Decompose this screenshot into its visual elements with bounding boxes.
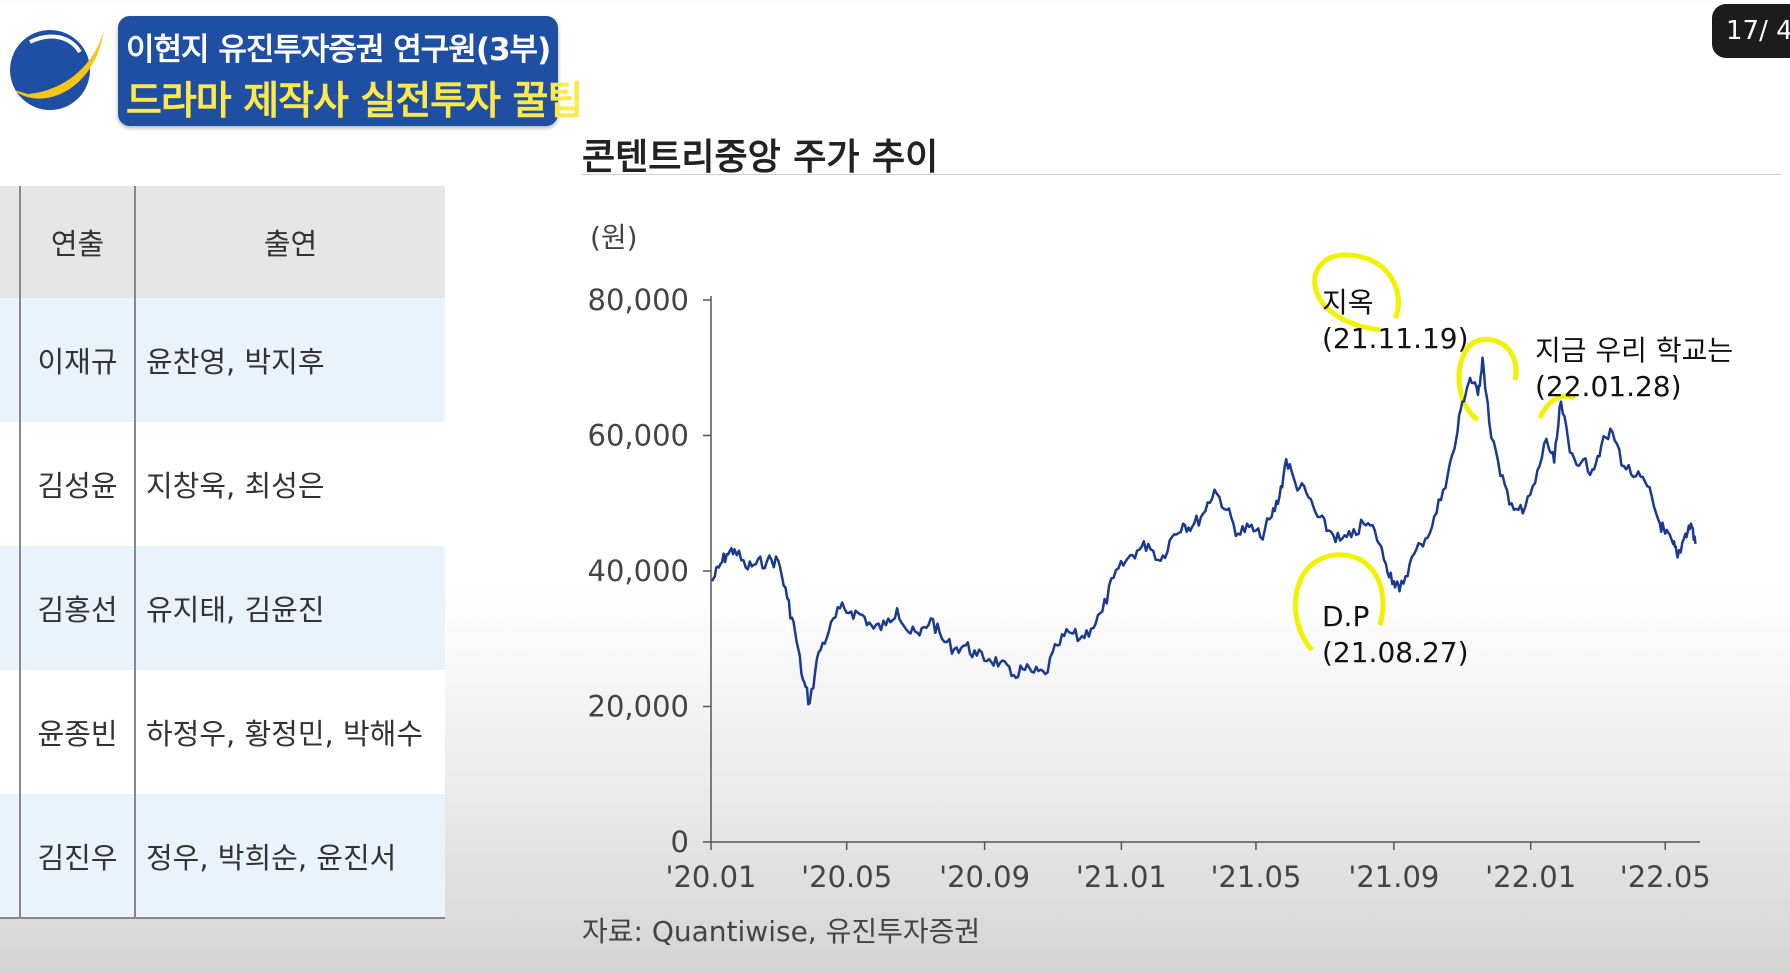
chart-title: 콘텐트리중앙 주가 추이 xyxy=(582,137,939,178)
cast-cell: 하정우, 황정민, 박해수 xyxy=(135,670,445,794)
cast-cell: 정우, 박희순, 윤진서 xyxy=(135,794,445,919)
highlight-mark-dp xyxy=(1293,552,1386,652)
table-header-director: 연출 xyxy=(20,186,136,298)
table-header-cell xyxy=(0,186,21,298)
y-tick-label: 80,000 xyxy=(588,283,689,317)
annotation-title: 지금 우리 학교는 xyxy=(1535,334,1733,367)
chart-labels: 0 20,000 40,000 60,000 80,000 '20.01 '20.05 '20… xyxy=(588,283,1734,894)
table-cell xyxy=(0,298,21,422)
table-header-cast: 출연 xyxy=(135,186,445,298)
highlight-mark-jiok xyxy=(1312,252,1401,333)
table-cell xyxy=(0,670,21,794)
company-logo xyxy=(10,30,104,110)
x-tick-label: '21.01 xyxy=(1076,860,1167,894)
director-cell: 김진우 xyxy=(20,794,136,919)
chart-axes xyxy=(703,296,1700,850)
highlight-mark-peak xyxy=(1456,337,1519,423)
table-row: 김성윤 지창욱, 최성은 xyxy=(0,422,445,546)
banner-subtitle: 드라마 제작사 실전투자 꿀팁 xyxy=(126,79,583,124)
table-cell xyxy=(0,794,21,919)
director-cell: 김성윤 xyxy=(20,422,136,546)
annotation-title: D.P xyxy=(1322,600,1369,633)
x-tick-label: '21.05 xyxy=(1210,860,1301,894)
price-series-line xyxy=(710,356,1697,706)
x-tick-label: '20.01 xyxy=(666,860,757,894)
cast-cell: 유지태, 김윤진 xyxy=(135,546,445,670)
x-tick-label: '21.09 xyxy=(1348,860,1439,894)
table-row: 김홍선 유지태, 김윤진 xyxy=(0,546,445,670)
y-tick-label: 20,000 xyxy=(588,690,689,724)
y-tick-label: 0 xyxy=(671,825,689,859)
table-row: 김진우 정우, 박희순, 윤진서 xyxy=(0,794,445,919)
annotation-date: (22.01.28) xyxy=(1535,370,1682,403)
page-counter: 17/ 4 xyxy=(1712,4,1790,58)
x-tick-label: '20.09 xyxy=(939,860,1030,894)
table-row: 이재규 윤찬영, 박지후 xyxy=(0,298,445,422)
y-tick-label: 60,000 xyxy=(588,419,689,453)
title-banner: 이현지 유진투자증권 연구원(3부) 드라마 제작사 실전투자 꿀팁 xyxy=(118,16,583,126)
director-cell: 윤종빈 xyxy=(20,670,136,794)
annotation-title: 지옥 xyxy=(1322,286,1374,319)
cast-cell: 지창욱, 최성은 xyxy=(135,422,445,546)
highlight-mark-school xyxy=(1537,393,1577,420)
cast-table: 연출 출연 이재규 윤찬영, 박지후 김성윤 지창욱, 최성은 김홍선 유지태,… xyxy=(0,186,445,919)
table-cell xyxy=(0,546,21,670)
annotation-date: (21.08.27) xyxy=(1322,636,1469,669)
cast-cell: 윤찬영, 박지후 xyxy=(135,298,445,422)
table-header-row: 연출 출연 xyxy=(0,186,445,298)
x-tick-label: '22.05 xyxy=(1620,860,1711,894)
y-tick-label: 40,000 xyxy=(588,554,689,588)
highlight-marks xyxy=(1293,252,1577,652)
table-cell xyxy=(0,422,21,546)
table-row: 윤종빈 하정우, 황정민, 박해수 xyxy=(0,670,445,794)
source-note: 자료: Quantiwise, 유진투자증권 xyxy=(582,915,980,948)
x-tick-label: '20.05 xyxy=(801,860,892,894)
x-tick-label: '22.01 xyxy=(1485,860,1576,894)
director-cell: 이재규 xyxy=(20,298,136,422)
annotation-date: (21.11.19) xyxy=(1322,322,1469,355)
y-axis-unit: (원) xyxy=(590,221,638,254)
title-divider xyxy=(582,174,1782,175)
banner-title: 이현지 유진투자증권 연구원(3부) xyxy=(126,32,551,68)
director-cell: 김홍선 xyxy=(20,546,136,670)
